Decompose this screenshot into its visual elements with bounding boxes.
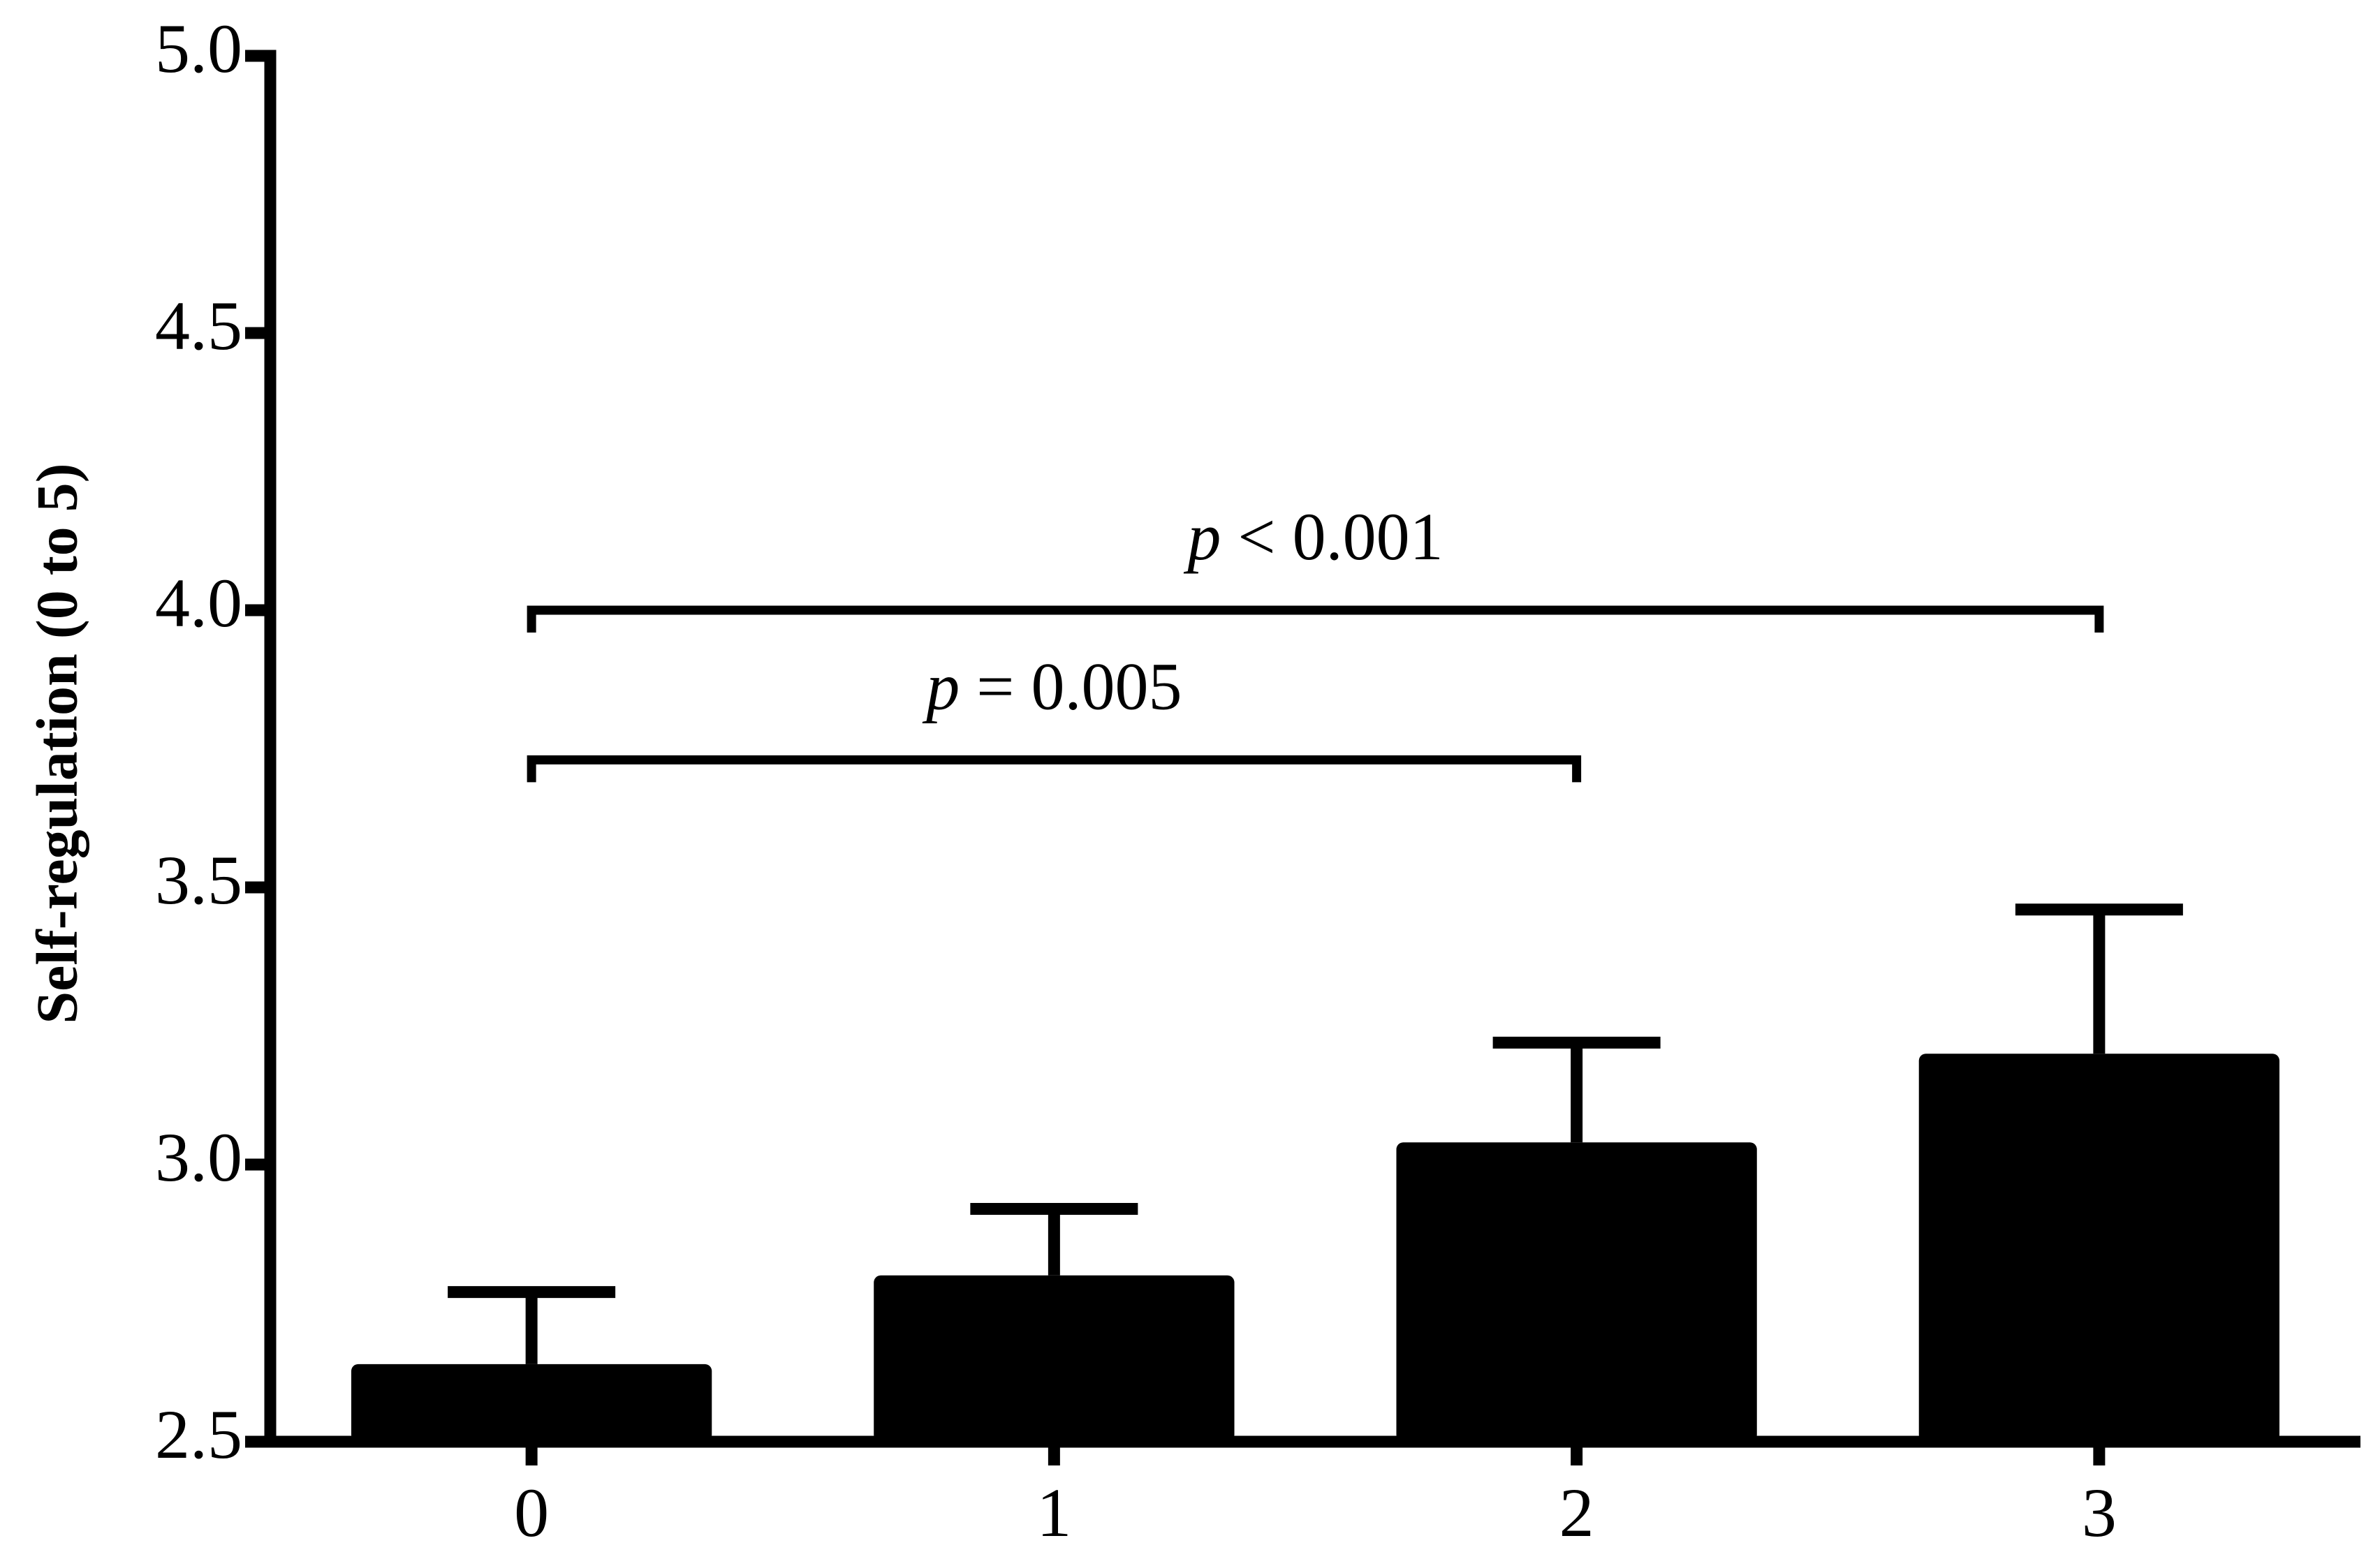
y-axis-label: Self-regulation (0 to 5) (24, 463, 89, 1024)
bar (874, 1275, 1235, 1442)
y-tick-label: 5.0 (155, 10, 242, 87)
bar (351, 1364, 712, 1442)
x-tick-label: 2 (1559, 1474, 1594, 1551)
x-tick-label: 0 (514, 1474, 549, 1551)
y-tick-label: 4.5 (155, 287, 242, 364)
y-tick-label: 3.0 (155, 1118, 242, 1196)
bar (1918, 1054, 2280, 1442)
significance-label: p < 0.001 (1183, 499, 1443, 574)
bar (1396, 1142, 1757, 1442)
y-tick-label: 4.0 (155, 564, 242, 642)
significance-bracket (527, 755, 1582, 783)
y-tick-label: 2.5 (155, 1396, 242, 1473)
x-tick-label: 3 (2082, 1474, 2117, 1551)
x-tick-label: 1 (1036, 1474, 1071, 1551)
y-tick-label: 3.5 (155, 841, 242, 919)
significance-bracket (527, 605, 2104, 633)
significance-label: p = 0.005 (922, 649, 1182, 723)
